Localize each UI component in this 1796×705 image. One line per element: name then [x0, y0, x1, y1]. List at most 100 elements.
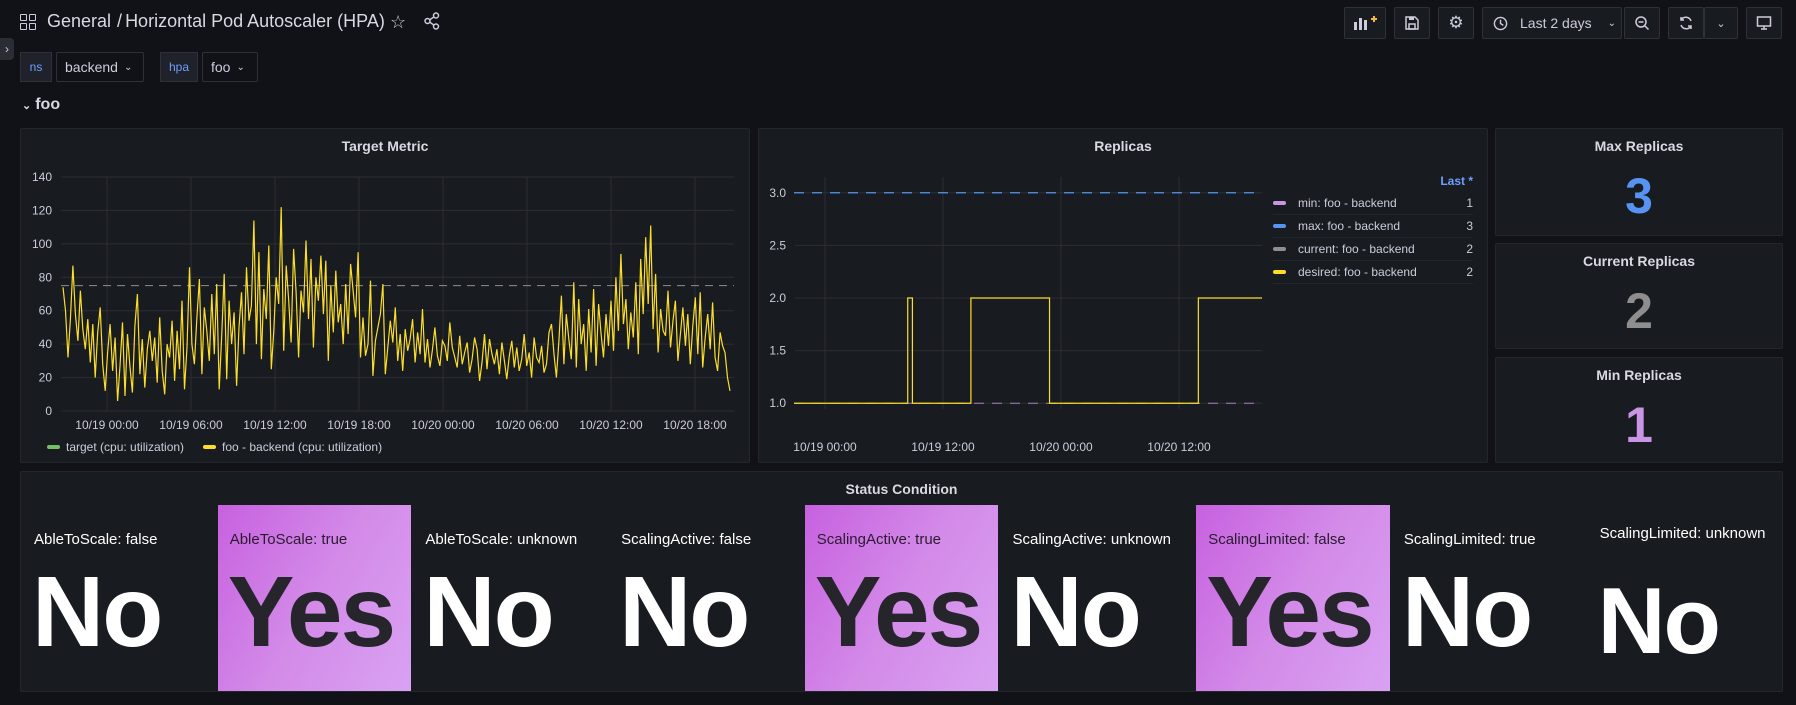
- time-picker-button[interactable]: Last 2 days ⌄: [1482, 7, 1622, 39]
- legend-value: 1: [1466, 196, 1473, 210]
- legend-sort-header[interactable]: Last *: [1440, 174, 1473, 188]
- panel-title: Min Replicas: [1596, 367, 1682, 383]
- legend-swatch: [1273, 247, 1286, 251]
- panel-replicas[interactable]: Replicas 1.0 1.5 2.0 2.5 3.0 10/19 00:00 10/19…: [758, 128, 1488, 463]
- panel-max-replicas[interactable]: Max Replicas 3: [1495, 128, 1783, 236]
- x-tick-label: 10/19 18:00: [327, 418, 391, 432]
- save-dashboard-button[interactable]: [1394, 7, 1430, 39]
- replicas-chart: 1.0 1.5 2.0 2.5 3.0 10/19 00:00 10/19 12:00 10/…: [769, 177, 1262, 454]
- clock-icon: [1493, 16, 1508, 30]
- star-icon[interactable]: ☆: [390, 12, 407, 32]
- status-label: ScalingLimited: false: [1208, 531, 1346, 548]
- x-tick-label: 10/19 12:00: [911, 440, 975, 454]
- status-value: Yes: [227, 556, 396, 668]
- share-icon[interactable]: [424, 12, 440, 35]
- y-tick-label: 60: [39, 304, 53, 318]
- status-cell[interactable]: ScalingLimited: true No: [1392, 505, 1586, 691]
- chevron-right-icon: ›: [5, 42, 9, 56]
- panel-min-replicas[interactable]: Min Replicas 1: [1495, 357, 1783, 463]
- legend-label: current: foo - backend: [1298, 242, 1415, 256]
- status-label: ScalingActive: unknown: [1012, 531, 1171, 548]
- panel-title: Target Metric: [341, 138, 429, 154]
- legend-swatch: [203, 444, 216, 449]
- refresh-icon: [1680, 16, 1692, 30]
- legend-swatch: [1273, 224, 1286, 228]
- row-header[interactable]: ⌄ foo: [22, 96, 60, 114]
- y-tick-label: 140: [32, 170, 52, 184]
- dashboard-title[interactable]: Horizontal Pod Autoscaler (HPA): [125, 11, 385, 31]
- chevron-down-icon: ⌄: [123, 61, 133, 73]
- add-panel-icon: [1354, 16, 1377, 30]
- y-tick-label: 1.5: [769, 344, 786, 358]
- status-cell[interactable]: ScalingActive: unknown No: [1001, 505, 1195, 691]
- legend-label: max: foo - backend: [1298, 219, 1401, 233]
- legend-row[interactable]: max: foo - backend 3: [1273, 215, 1473, 238]
- desired-series-line: [794, 297, 1262, 404]
- legend-row[interactable]: min: foo - backend 1: [1273, 192, 1473, 215]
- y-tick-label: 1.0: [769, 396, 786, 410]
- x-tick-label: 10/19 00:00: [793, 440, 857, 454]
- stat-value: 1: [1625, 397, 1653, 453]
- legend-label: min: foo - backend: [1298, 196, 1397, 210]
- chevron-down-icon: ⌄: [1607, 17, 1616, 29]
- x-tick-label: 10/19 00:00: [75, 418, 139, 432]
- status-label: ScalingActive: true: [816, 531, 942, 548]
- legend-row[interactable]: desired: foo - backend 2: [1273, 261, 1473, 284]
- status-label: AbleToScale: false: [34, 531, 158, 548]
- breadcrumb: General / Horizontal Pod Autoscaler (HPA): [47, 11, 385, 32]
- variable-select-hpa[interactable]: foo ⌄: [202, 52, 258, 82]
- chevron-down-icon: ⌄: [22, 100, 32, 112]
- legend-row[interactable]: current: foo - backend 2: [1273, 238, 1473, 261]
- legend-item-foo-backend[interactable]: foo - backend (cpu: utilization): [203, 438, 382, 456]
- variable-label-ns: ns: [20, 52, 52, 82]
- status-cell[interactable]: AbleToScale: false No: [22, 505, 216, 691]
- save-icon: [1405, 16, 1419, 30]
- dashboards-grid-icon[interactable]: [20, 14, 36, 30]
- status-cell[interactable]: AbleToScale: unknown No: [413, 505, 607, 691]
- y-tick-label: 2.5: [769, 238, 786, 252]
- y-tick-label: 40: [39, 337, 53, 351]
- x-tick-label: 10/20 12:00: [1147, 440, 1211, 454]
- legend-label: foo - backend (cpu: utilization): [222, 440, 383, 454]
- stat-value: 2: [1625, 283, 1653, 339]
- x-tick-label: 10/20 18:00: [663, 418, 727, 432]
- panel-title: Current Replicas: [1582, 253, 1696, 269]
- dashboard-navbar: General / Horizontal Pod Autoscaler (HPA) …: [0, 0, 1796, 46]
- stat-value: 3: [1625, 168, 1653, 224]
- dashboard-settings-button[interactable]: ⚙: [1438, 7, 1474, 39]
- legend-value: 2: [1466, 265, 1473, 279]
- variable-select-ns[interactable]: backend ⌄: [56, 52, 144, 82]
- add-panel-button[interactable]: [1344, 7, 1386, 39]
- sidebar-expand-button[interactable]: ›: [0, 38, 14, 60]
- tv-mode-button[interactable]: [1746, 7, 1782, 39]
- legend-value: 3: [1466, 219, 1473, 233]
- panel-target-metric[interactable]: Target Metric 0 20 40 60 80 100 120 140 10/19 00…: [20, 128, 750, 463]
- status-cell[interactable]: ScalingLimited: unknown No: [1588, 505, 1782, 691]
- status-cell[interactable]: AbleToScale: true Yes: [217, 505, 412, 691]
- refresh-interval-dropdown[interactable]: ⌄: [1704, 7, 1738, 39]
- status-cell[interactable]: ScalingActive: false No: [609, 505, 803, 691]
- x-tick-label: 10/19 12:00: [243, 418, 307, 432]
- foo-backend-series-line: [62, 207, 731, 402]
- chevron-down-icon: ⌄: [236, 61, 245, 73]
- y-tick-label: 0: [45, 404, 52, 418]
- status-cell[interactable]: ScalingLimited: false Yes: [1196, 505, 1390, 691]
- zoom-out-button[interactable]: [1624, 7, 1660, 39]
- folder-link[interactable]: General: [47, 11, 112, 31]
- x-tick-label: 10/20 12:00: [579, 418, 643, 432]
- replicas-legend: min: foo - backend 1 max: foo - backend 3 cu…: [1273, 192, 1473, 284]
- zoom-out-icon: [1635, 16, 1650, 31]
- status-value: Yes: [1206, 556, 1374, 668]
- status-label: ScalingLimited: unknown: [1599, 525, 1766, 542]
- time-range-label: Last 2 days: [1520, 15, 1592, 31]
- status-value: Yes: [814, 556, 983, 668]
- status-cell[interactable]: ScalingActive: true Yes: [804, 505, 999, 691]
- legend-swatch: [1273, 270, 1286, 274]
- refresh-button[interactable]: [1668, 7, 1704, 39]
- y-tick-label: 3.0: [769, 186, 786, 200]
- panel-current-replicas[interactable]: Current Replicas 2: [1495, 243, 1783, 349]
- legend-item-target[interactable]: target (cpu: utilization): [47, 438, 184, 456]
- legend-label: target (cpu: utilization): [66, 440, 185, 454]
- variable-value: foo: [211, 59, 231, 75]
- status-label: AbleToScale: true: [229, 531, 348, 548]
